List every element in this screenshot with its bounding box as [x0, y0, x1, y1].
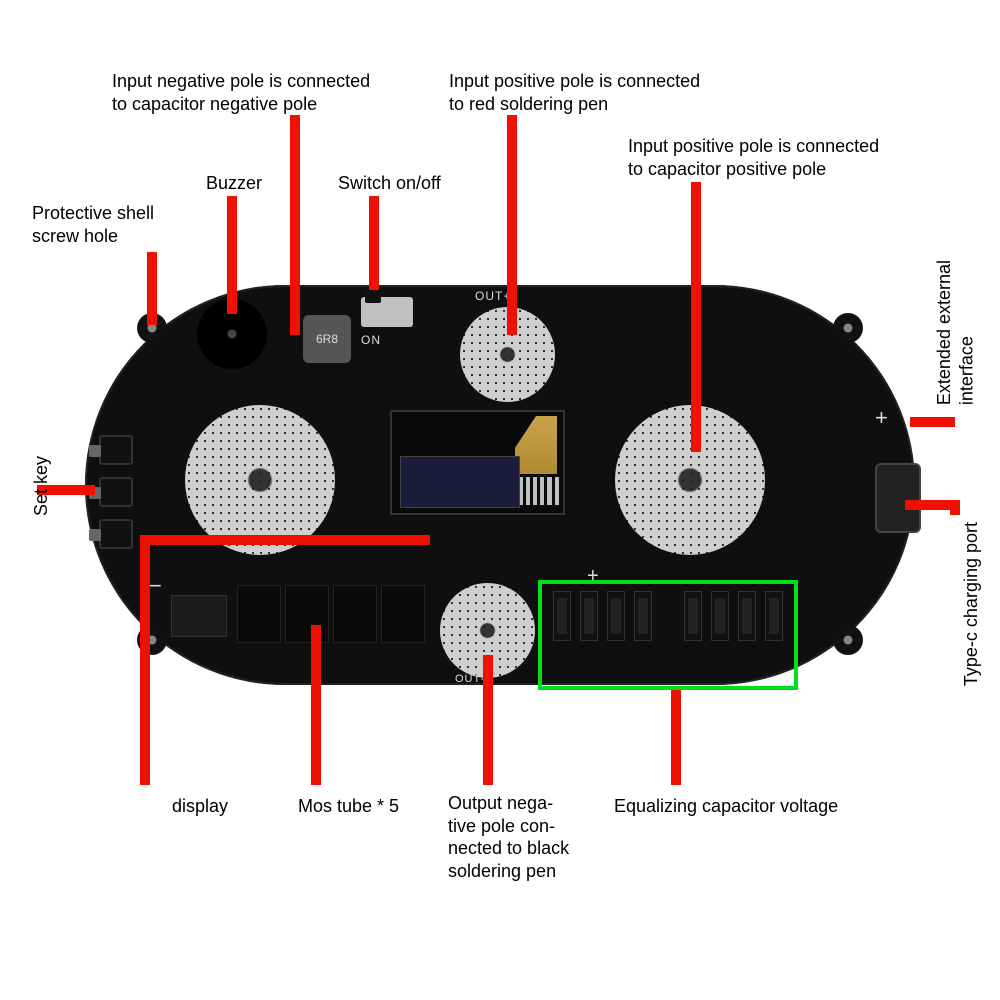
oled-display: [390, 410, 565, 515]
tactile-button: [99, 519, 133, 549]
mosfet: [285, 585, 329, 643]
label-pos-pen: Input positive pole is connectedto red s…: [449, 70, 749, 115]
tactile-button: [99, 435, 133, 465]
oled-flex-cable: [515, 416, 557, 474]
mosfet: [381, 585, 425, 643]
silk-out-minus: OUT-: [455, 673, 485, 685]
mosfet: [333, 585, 377, 643]
label-pos-cap: Input positive pole is connectedto capac…: [628, 135, 928, 180]
mosfet-row: [237, 585, 425, 643]
inductor-marking: 6R8: [316, 332, 338, 346]
label-out-neg: Output nega-tive pole con-nected to blac…: [448, 792, 608, 882]
screw-hole: [833, 625, 863, 655]
label-typec: Type-c charging port: [960, 522, 983, 686]
silk-plus: +: [875, 405, 889, 431]
screw-hole: [137, 313, 167, 343]
type-c-port: [875, 463, 921, 533]
out-minus-pad: [440, 583, 535, 678]
mosfet: [237, 585, 281, 643]
label-neg-cap: Input negative pole is connectedto capac…: [112, 70, 422, 115]
inductor-component: 6R8: [303, 315, 351, 363]
screw-hole: [137, 625, 167, 655]
tactile-button: [99, 477, 133, 507]
label-mos: Mos tube * 5: [298, 795, 399, 818]
oled-screen: [400, 456, 520, 508]
label-eq-cap: Equalizing capacitor voltage: [614, 795, 838, 818]
label-set-key: Set key: [30, 456, 53, 516]
silk-out-plus: OUT+: [475, 289, 511, 303]
silk-minus: −: [149, 573, 163, 599]
label-buzzer: Buzzer: [206, 172, 262, 195]
out-plus-pad: [460, 307, 555, 402]
ic-chip: [171, 595, 227, 637]
screw-hole: [833, 313, 863, 343]
label-display: display: [172, 795, 228, 818]
capacitor-pad-positive: [615, 405, 765, 555]
buzzer-component: [197, 299, 267, 369]
highlight-box: [538, 580, 798, 690]
silk-on: ON: [361, 333, 381, 347]
label-ext-if: Extended externalinterface: [933, 260, 978, 405]
label-shell: Protective shellscrew hole: [32, 202, 192, 247]
power-switch: [361, 297, 413, 327]
label-switch: Switch on/off: [338, 172, 441, 195]
capacitor-pad-negative: [185, 405, 335, 555]
